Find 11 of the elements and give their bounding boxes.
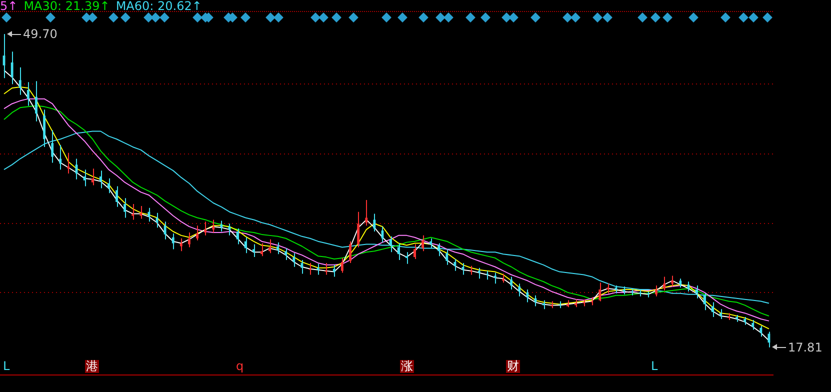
text: L bbox=[3, 359, 10, 373]
text: q bbox=[236, 359, 244, 373]
annotation: 49.70 bbox=[23, 27, 58, 42]
text: 涨 bbox=[400, 359, 414, 373]
text: 17.81 bbox=[788, 340, 822, 355]
text: 港 bbox=[85, 359, 99, 373]
text: MA30: 21.39↑ bbox=[24, 0, 110, 13]
text: MA60: 20.62↑ bbox=[116, 0, 202, 13]
text: 5↑ bbox=[0, 0, 18, 13]
text: L bbox=[651, 359, 658, 373]
text: 财 bbox=[506, 359, 520, 373]
